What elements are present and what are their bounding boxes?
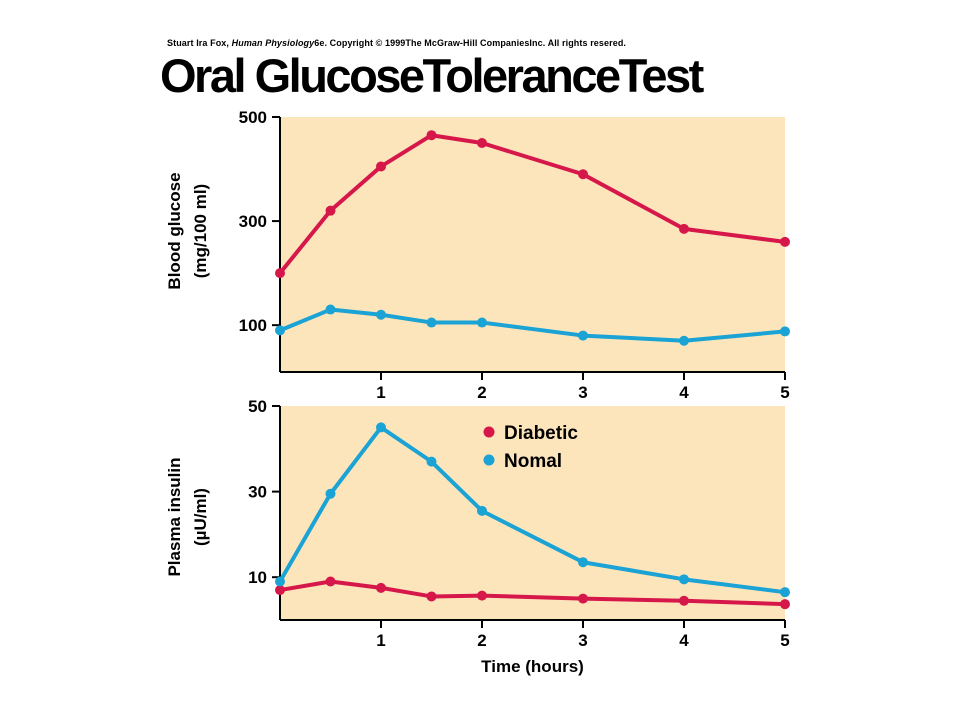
insulin-nomal-point	[275, 576, 285, 587]
insulin-diabetic-point	[376, 582, 386, 593]
insulin-diabetic-point	[275, 585, 285, 596]
insulin-nomal-point	[325, 488, 336, 499]
legend-nomal-marker	[483, 454, 495, 466]
insulin-x-tick-label: 3	[578, 631, 587, 650]
glucose-nomal-line	[279, 307, 786, 343]
glucose-diabetic-point	[426, 130, 437, 141]
insulin-x-tick-label: 5	[780, 631, 789, 650]
glucose-x-tick-label: 5	[780, 383, 789, 402]
glucose-diabetic-point	[780, 236, 790, 247]
legend-diabetic-marker	[483, 426, 495, 438]
insulin-diabetic-point	[679, 595, 689, 606]
insulin-y-tick-label: 50	[248, 397, 267, 416]
glucose-nomal-point	[376, 309, 386, 320]
glucose-x-tick-label: 1	[376, 383, 385, 402]
glucose-nomal-point	[780, 326, 790, 337]
glucose-y-axis-unit: (mg/100 ml)	[191, 184, 210, 278]
glucose-y-tick-label: 500	[239, 108, 267, 127]
insulin-diabetic-point	[426, 591, 437, 602]
glucose-nomal-point	[679, 335, 689, 346]
credit-book-title: Human Physiology	[231, 38, 315, 48]
glucose-x-tick-label: 4	[679, 383, 689, 402]
legend-nomal-label: Nomal	[504, 451, 562, 472]
glucose-nomal-point	[275, 325, 285, 336]
glucose-diabetic-point	[679, 223, 689, 234]
insulin-diabetic-point	[780, 599, 790, 610]
glucose-diabetic-line	[278, 133, 786, 275]
glucose-panel: 100 300 500 1 2 3 4 5 Blood glucose (mg/100 ml)	[165, 108, 790, 402]
insulin-diabetic-point	[325, 576, 336, 587]
insulin-nomal-point	[578, 557, 588, 568]
glucose-x-tick-label: 3	[578, 383, 587, 402]
glucose-nomal-point	[426, 317, 437, 328]
glucose-nomal-point	[477, 317, 487, 328]
insulin-y-tick-label: 10	[248, 568, 267, 587]
page-title: Oral GlucoseToleranceTest	[160, 49, 704, 102]
insulin-nomal-point	[679, 574, 689, 585]
insulin-diabetic-line	[279, 579, 786, 607]
copyright-credit: Stuart Ira Fox, Human Physiology6e. Copy…	[167, 38, 626, 48]
insulin-y-tick-label: 30	[248, 483, 267, 502]
insulin-diabetic-point	[477, 590, 487, 601]
legend-diabetic-label: Diabetic	[504, 423, 578, 444]
insulin-x-tick-label: 4	[679, 631, 689, 650]
glucose-y-tick-label: 100	[239, 316, 267, 335]
glucose-diabetic-point	[376, 161, 386, 172]
glucose-diabetic-point	[578, 169, 588, 180]
glucose-plot-area	[280, 117, 785, 372]
glucose-x-tick-label: 2	[477, 383, 486, 402]
insulin-y-axis-unit: (µU/ml)	[191, 488, 210, 546]
insulin-nomal-line	[278, 425, 786, 595]
insulin-y-axis-label: Plasma insulin	[165, 457, 184, 576]
glucose-diabetic-point	[477, 138, 487, 149]
credit-suffix: 6e. Copyright © 1999The McGraw-Hill Comp…	[314, 38, 627, 48]
insulin-x-axis-label: Time (hours)	[481, 657, 584, 676]
insulin-nomal-point	[477, 505, 487, 516]
insulin-diabetic-point	[578, 593, 588, 604]
insulin-panel: 10 30 50 1 2 3 4 5 Plasma insulin (µU/ml) Time (ho…	[165, 397, 790, 676]
glucose-nomal-point	[578, 330, 588, 341]
insulin-nomal-point	[780, 587, 790, 598]
glucose-y-axis-label: Blood glucose	[165, 172, 184, 289]
insulin-x-tick-label: 1	[376, 631, 385, 650]
glucose-diabetic-point	[325, 205, 336, 216]
glucose-nomal-point	[325, 304, 336, 315]
credit-prefix: Stuart Ira Fox,	[167, 38, 232, 48]
glucose-diabetic-point	[275, 268, 285, 279]
insulin-nomal-point	[426, 456, 437, 467]
insulin-nomal-point	[376, 422, 386, 433]
glucose-y-tick-label: 300	[239, 212, 267, 231]
insulin-x-tick-label: 2	[477, 631, 486, 650]
